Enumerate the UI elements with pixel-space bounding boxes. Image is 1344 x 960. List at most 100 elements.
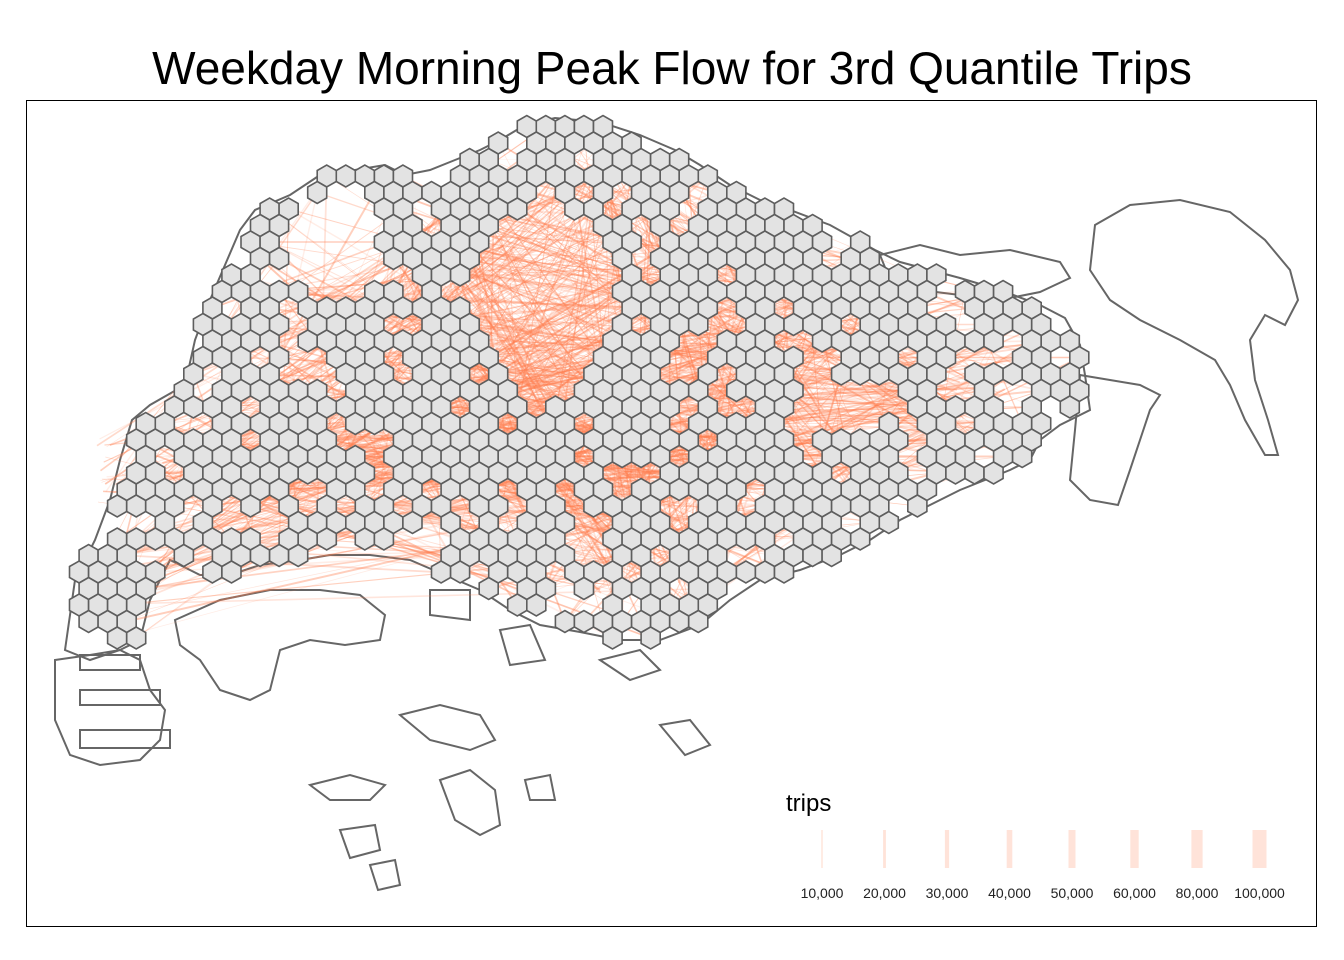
legend-symbol [1130,830,1139,868]
hexagon-cell [983,329,1004,353]
flow-line [526,191,880,507]
hexagon-cell [449,560,471,584]
southern-island [498,623,547,667]
flow-line [438,267,604,392]
hexagon-cell [268,543,290,568]
hexagon-cell [1011,444,1033,469]
legend-symbols [821,830,1267,868]
hexagon-cell [354,527,376,551]
legend-label: 50,000 [1050,885,1094,901]
hexagon-cell [754,560,776,584]
hexagon-cell [735,527,757,551]
flow-line [335,455,601,591]
flow-line [498,284,870,457]
jurong-island-outline [173,589,387,702]
flow-line [183,502,296,557]
legend-symbol [883,830,886,868]
flow-line [758,373,994,451]
hexagon-cell [983,461,1004,485]
hexagon-cell [240,494,261,518]
hexagon-cell [611,444,633,469]
hexagon-cell [478,576,499,601]
flow-line [631,175,951,429]
hexagon-cell [802,543,823,568]
hexagon-cell [506,593,528,617]
hexagon-cell [297,329,318,353]
hexagon-cell [849,527,871,551]
flow-line [250,241,815,326]
hexagon-cell [735,560,757,584]
flow-line [154,274,861,573]
hexagon-cell [144,527,166,551]
hexagon-cell [449,263,471,287]
hexagon-cell [249,543,271,568]
hexagon-cell [573,576,595,601]
flow-line [345,175,766,375]
flow-line [536,313,836,441]
tuas-outline [54,648,167,767]
flow-line [478,241,484,407]
flow-line [421,340,931,414]
southern-island [307,773,387,801]
flow-line [774,389,909,458]
hexagon-cell [202,560,223,584]
hexagon-cell [849,362,871,386]
flow-line [421,340,941,402]
flow-line [448,272,585,392]
legend-label: 10,000 [800,885,844,901]
map-title: Weekday Morning Peak Flow for 3rd Quanti… [152,42,1192,94]
legend-label: 20,000 [863,885,906,901]
flow-line [459,208,605,583]
hexagon-cell [526,593,547,617]
legend-symbol [1252,830,1267,868]
hexagon-cell [506,197,528,221]
hexagon-cell [668,477,690,502]
hexagon-cell [430,560,452,584]
southern-island [368,858,402,892]
hexagon-cell [573,609,595,634]
hexagon-cell [830,362,852,386]
legend-label: 60,000 [1113,885,1156,901]
flow-line [431,290,623,425]
flow-line [621,159,766,573]
hexagon-cell [106,626,128,650]
tekong-outline [1088,198,1300,456]
hexagon-cell [821,543,842,568]
hexagon-cell [878,510,900,535]
flow-line [478,176,613,474]
hexagon-cell [668,609,690,634]
flow-line [79,587,718,606]
legend-symbol [944,830,950,868]
flow-line [440,307,737,392]
hexagon-cell [868,362,890,386]
hexagon-cell [287,543,309,568]
legend-label: 100,000 [1234,885,1285,901]
hexagon-cell [811,329,833,353]
hexagon-cell [345,411,366,436]
hexagon-cell [907,494,928,518]
hexagon-cell [564,197,585,221]
flow-line [497,159,604,375]
flow-line [317,340,770,458]
flow-line [812,346,823,441]
hexagon-cell [221,560,242,584]
legend-label: 40,000 [988,885,1031,901]
southern-island [658,718,712,757]
hexagon-cell [78,609,99,634]
hexagon-cell [297,461,318,485]
hexagon-cell [364,411,385,436]
legend-symbol [1006,830,1013,868]
legend-label: 80,000 [1175,885,1219,901]
flow-line [517,186,644,210]
hexagon-cell [125,494,147,518]
hexagon-cell [602,626,623,650]
flow-line [555,521,623,540]
hexagon-cell [964,329,985,353]
hexagon-cell [945,461,966,485]
hexagon-cell [964,461,985,485]
hexagon-cell [183,395,204,419]
legend-label: 30,000 [925,885,969,901]
reclaim-finger [79,654,141,671]
flow-line [179,175,613,490]
flow-line [440,307,920,403]
